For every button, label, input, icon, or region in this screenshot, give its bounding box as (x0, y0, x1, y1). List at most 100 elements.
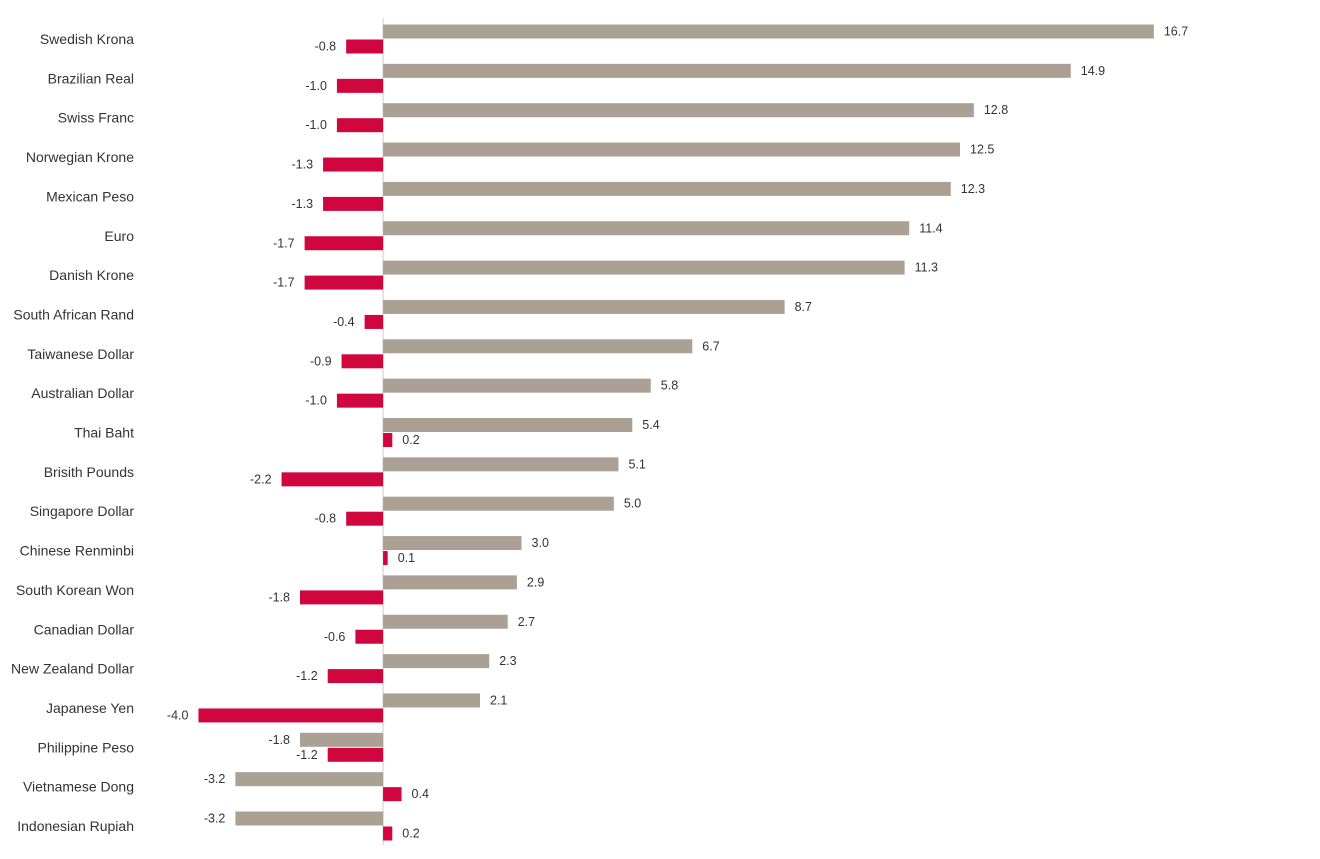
value-label-series-1: 12.3 (961, 182, 985, 196)
category-label: Thai Baht (74, 425, 134, 441)
value-label-series-1: 11.4 (919, 221, 942, 235)
value-label-series-1: 2.7 (518, 615, 535, 629)
bar-series-2 (383, 787, 402, 802)
value-label-series-1: 14.9 (1081, 64, 1105, 78)
bar-series-1 (383, 496, 614, 511)
value-label-series-2: -0.8 (315, 40, 337, 54)
bar-series-1 (383, 63, 1071, 78)
bar-series-1 (383, 24, 1154, 39)
bar-series-2 (383, 433, 393, 447)
category-labels-group: Swedish Krona Brazilian Real Swiss Franc No… (11, 31, 134, 834)
value-labels-group: 16.7 -0.8 14.9 -1.0 12.8 -1.0 12.5 -1.3 12.3 -1.3… (167, 25, 1188, 841)
value-label-series-2: -0.6 (324, 630, 346, 644)
value-label-series-1: 2.1 (490, 693, 507, 707)
category-label: Brazilian Real (48, 70, 134, 86)
category-label: Singapore Dollar (30, 503, 135, 519)
bar-series-1 (383, 693, 480, 708)
bar-series-1 (383, 260, 905, 275)
bar-series-2 (383, 826, 393, 841)
value-label-series-1: 12.8 (984, 103, 1008, 117)
value-label-series-1: 11.3 (915, 261, 938, 275)
bar-series-1 (383, 575, 517, 590)
bar-series-1 (300, 732, 384, 747)
value-label-series-1: 16.7 (1164, 25, 1188, 39)
bar-series-2 (341, 354, 384, 369)
bar-series-2 (364, 314, 384, 329)
value-label-series-2: 0.2 (402, 433, 419, 447)
value-label-series-1: 5.1 (628, 457, 645, 471)
category-label: South African Rand (13, 306, 134, 322)
bar-series-2 (336, 118, 384, 133)
bar-series-2 (281, 472, 384, 487)
category-label: Swedish Krona (40, 31, 134, 47)
value-label-series-1: 3.0 (532, 536, 549, 550)
category-label: Australian Dollar (31, 385, 134, 401)
bar-series-2 (304, 236, 384, 251)
value-label-series-1: -3.2 (204, 812, 226, 826)
category-label: Mexican Peso (46, 188, 134, 204)
value-label-series-1: 6.7 (702, 339, 719, 353)
bar-series-1 (383, 299, 785, 314)
bar-series-1 (383, 142, 961, 157)
bar-series-1 (235, 811, 384, 826)
bar-series-2 (336, 78, 384, 93)
bar-series-2 (300, 590, 384, 605)
category-label: Norwegian Krone (26, 149, 134, 165)
value-label-series-2: -0.4 (333, 315, 355, 329)
bar-series-2 (304, 275, 384, 290)
value-label-series-1: -1.8 (268, 733, 290, 747)
category-label: Japanese Yen (46, 700, 134, 716)
value-label-series-2: -1.7 (273, 276, 295, 290)
bars-group (198, 24, 1154, 841)
value-label-series-2: -1.8 (268, 590, 290, 604)
value-label-series-1: 8.7 (795, 300, 812, 314)
category-label: Euro (104, 228, 134, 244)
category-label: Chinese Renminbi (20, 543, 134, 559)
bar-series-2 (346, 511, 384, 526)
bar-series-1 (383, 378, 651, 393)
value-label-series-1: 2.3 (499, 654, 516, 668)
bar-series-2 (355, 629, 384, 644)
value-label-series-2: -1.2 (296, 669, 318, 683)
value-label-series-2: -1.0 (305, 394, 327, 408)
value-label-series-1: 5.4 (642, 418, 659, 432)
value-label-series-2: -2.2 (250, 472, 272, 486)
bar-series-1 (383, 221, 910, 236)
category-label: Philippine Peso (37, 739, 134, 755)
bar-series-1 (383, 181, 951, 196)
category-label: South Korean Won (16, 582, 134, 598)
bar-series-2 (327, 747, 384, 762)
bar-series-2 (336, 393, 384, 408)
bar-series-1 (383, 103, 974, 118)
value-label-series-1: 2.9 (527, 575, 544, 589)
bar-series-1 (383, 339, 693, 354)
category-label: Danish Krone (49, 267, 134, 283)
bar-series-2 (198, 708, 384, 723)
value-label-series-2: -0.9 (310, 354, 332, 368)
category-label: Swiss Franc (58, 110, 134, 126)
category-label: New Zealand Dollar (11, 661, 134, 677)
value-label-series-1: 5.8 (661, 379, 678, 393)
bar-series-2 (383, 551, 388, 566)
value-label-series-2: -1.3 (292, 158, 314, 172)
value-label-series-2: -0.8 (315, 512, 337, 526)
category-label: Brisith Pounds (44, 464, 134, 480)
value-label-series-2: -1.0 (305, 79, 327, 93)
bar-series-1 (235, 772, 384, 787)
category-label: Canadian Dollar (34, 621, 135, 637)
value-label-series-2: -1.2 (296, 748, 318, 762)
bar-series-1 (383, 614, 508, 629)
value-label-series-2: 0.2 (402, 827, 419, 841)
value-label-series-2: 0.1 (398, 551, 415, 565)
bar-series-2 (323, 157, 384, 172)
bar-series-1 (383, 457, 619, 472)
bar-series-2 (323, 196, 384, 211)
bar-series-1 (383, 654, 490, 669)
bar-series-1 (383, 418, 633, 432)
value-label-series-1: 12.5 (970, 143, 994, 157)
value-label-series-2: 0.4 (412, 787, 429, 801)
value-label-series-1: 5.0 (624, 497, 641, 511)
bar-series-2 (327, 669, 384, 684)
bar-series-2 (346, 39, 384, 54)
